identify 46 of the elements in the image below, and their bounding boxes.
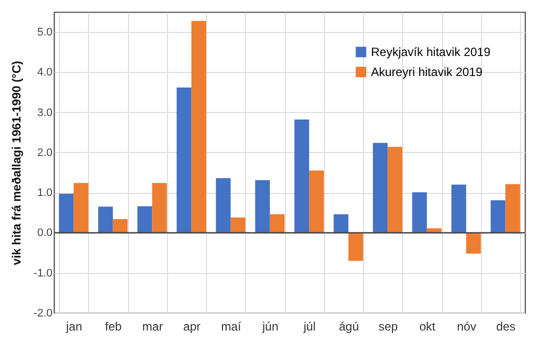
bar (490, 200, 506, 233)
bar (230, 217, 246, 233)
legend-label: Akureyri hitavik 2019 (371, 65, 483, 79)
bar (309, 170, 324, 233)
x-tick-label: des (496, 320, 516, 334)
y-tick-label: 4.0 (37, 66, 52, 79)
x-tick-label: feb (105, 320, 122, 334)
bar (466, 232, 481, 254)
y-tick-label: -2.0 (34, 308, 52, 320)
bar (176, 87, 192, 233)
y-tick-label: 3.0 (37, 106, 52, 119)
bar (451, 184, 466, 233)
bar (74, 182, 88, 233)
x-tick-label: ágú (338, 320, 359, 334)
y-tick-label: 0.0 (37, 227, 52, 240)
y-tick-label: 5.0 (37, 26, 52, 39)
y-tick-label: -1.0 (34, 267, 52, 280)
y-axis-title: vik hita frá meðallagi 1961-1990 (°C) (10, 60, 24, 266)
bar (372, 142, 388, 233)
bar (255, 180, 270, 233)
bar (137, 206, 152, 233)
x-tick-label: mar (142, 320, 163, 334)
bar (216, 178, 231, 233)
bar (112, 219, 128, 233)
x-tick-label: sep (378, 320, 398, 334)
bar (505, 184, 520, 233)
y-tick-label: 2.0 (37, 146, 52, 159)
bar (191, 20, 206, 233)
x-tick-label: jún (261, 320, 278, 334)
y-tick-label: 1.0 (37, 187, 52, 200)
bar (152, 182, 167, 233)
x-tick-label: nóv (456, 320, 476, 334)
bar (270, 214, 285, 233)
bar (294, 120, 310, 233)
bar (348, 232, 364, 261)
x-tick-label: maí (221, 320, 242, 334)
bar (388, 146, 402, 233)
legend-label: Reykjavík hitavik 2019 (371, 45, 491, 59)
x-tick-label: jan (65, 320, 82, 334)
bar (412, 192, 427, 233)
bar (58, 194, 74, 233)
bar (334, 214, 348, 233)
x-tick-label: júl (302, 320, 316, 334)
x-tick-label: okt (419, 320, 436, 334)
x-tick-label: apr (183, 320, 201, 334)
bar (98, 206, 113, 233)
